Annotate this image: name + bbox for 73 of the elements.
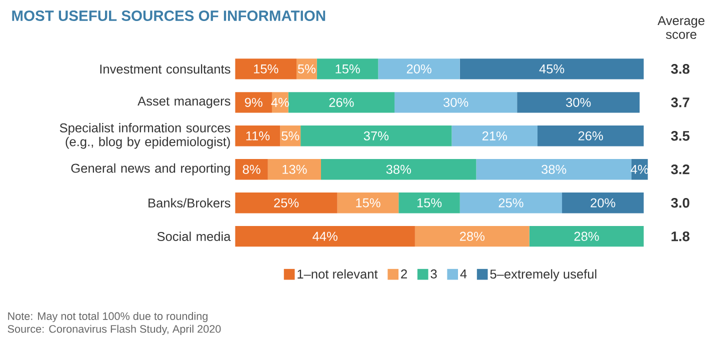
text: Note: May not total 100% due to rounding <box>8 312 208 322</box>
data-label: 21% <box>482 132 507 141</box>
data-label: 20% <box>590 198 616 208</box>
bar <box>300 126 452 146</box>
text: 3.2 <box>671 164 690 174</box>
source-note: Source: Coronavirus Flash Study, April 2020 <box>8 324 221 336</box>
data-label: 15% <box>356 198 380 208</box>
data-label: 8% <box>242 164 260 174</box>
bar <box>529 226 644 247</box>
data-label: 4% <box>630 165 648 174</box>
data-label: 45% <box>539 64 564 74</box>
data-label: 11% <box>246 132 270 141</box>
data-label: 15% <box>336 64 360 74</box>
bar <box>452 126 538 146</box>
data-label: 5% <box>298 64 316 74</box>
legend-label: 3 <box>430 270 437 279</box>
bar <box>268 159 321 180</box>
bar <box>460 58 644 80</box>
text: 3.5 <box>671 131 690 141</box>
bar <box>517 92 640 113</box>
bar <box>320 159 476 180</box>
bar <box>398 192 460 214</box>
y-tick-label: General news and reporting <box>71 164 230 176</box>
data-label: 37% <box>364 131 388 141</box>
bar <box>235 192 338 214</box>
bar <box>460 192 562 214</box>
data-label: 26% <box>578 131 603 141</box>
bar <box>378 58 460 80</box>
bar <box>337 192 399 214</box>
text: 3.7 <box>671 98 690 108</box>
chart-title: MOST USEFUL SOURCES OF INFORMATION <box>12 10 326 22</box>
bar <box>316 58 378 80</box>
data-label: 30% <box>566 98 591 108</box>
data-label: 9% <box>244 98 262 108</box>
data-label: 15% <box>417 198 442 208</box>
data-label: 38% <box>542 164 566 174</box>
data-label: 15% <box>254 64 278 74</box>
data-label: 20% <box>406 64 432 74</box>
bar <box>235 92 272 113</box>
data-label: 38% <box>386 164 411 174</box>
legend-label: 5–extremely useful <box>490 269 596 282</box>
legend-label: 1–not relevant <box>298 269 378 279</box>
data-label: 25% <box>274 198 299 208</box>
text: 3.8 <box>671 64 690 74</box>
bar <box>562 192 644 214</box>
bar <box>538 126 644 146</box>
data-label: 26% <box>329 98 354 108</box>
bar <box>414 226 530 247</box>
y-tick-label: Investment consultants <box>100 64 230 74</box>
bar <box>235 126 280 146</box>
y-tick-label: Asset managers <box>138 96 230 108</box>
data-label: 5% <box>282 132 300 141</box>
bar <box>394 92 518 113</box>
text: 1.8 <box>672 232 690 242</box>
data-label: 44% <box>312 232 338 241</box>
y-tick-label: Banks/Brokers <box>148 198 230 208</box>
bar <box>288 92 395 113</box>
data-label: 28% <box>460 232 484 241</box>
data-label: 30% <box>443 98 468 108</box>
data-label: 28% <box>574 232 599 241</box>
bar <box>296 58 317 80</box>
bar <box>235 58 296 80</box>
legend-label: 4 <box>460 270 467 278</box>
bar <box>235 226 415 247</box>
data-label: 25% <box>498 198 524 208</box>
text: 3.0 <box>671 198 690 208</box>
y-tick-label: Social media <box>157 232 231 242</box>
bar <box>476 159 632 180</box>
y-tick-label: Specialist information sources (e.g., blog by epidemiologist) <box>60 123 230 149</box>
data-label: 13% <box>282 164 307 174</box>
legend-label: 2 <box>401 270 407 278</box>
text: Average score <box>658 16 704 40</box>
bar <box>235 159 268 180</box>
